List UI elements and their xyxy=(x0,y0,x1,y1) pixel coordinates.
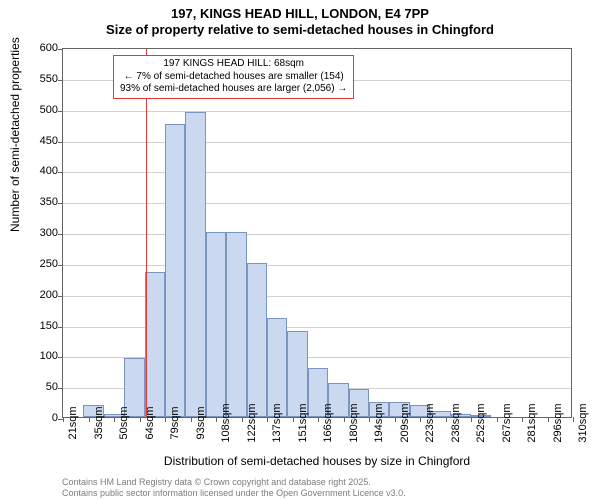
x-tick-mark xyxy=(165,417,166,422)
x-tick-label: 122sqm xyxy=(246,403,258,442)
y-tick-mark xyxy=(58,49,63,50)
histogram-bar xyxy=(267,318,287,417)
x-tick-mark xyxy=(344,417,345,422)
x-tick-mark xyxy=(420,417,421,422)
footer-line2: Contains public sector information licen… xyxy=(62,488,406,498)
grid-line xyxy=(63,142,571,143)
x-tick-label: 93sqm xyxy=(195,406,207,439)
chart-title-line1: 197, KINGS HEAD HILL, LONDON, E4 7PP xyxy=(0,6,600,22)
histogram-bar xyxy=(247,263,267,417)
y-tick-mark xyxy=(58,203,63,204)
y-tick-label: 50 xyxy=(18,381,58,393)
y-tick-mark xyxy=(58,111,63,112)
x-tick-label: 281sqm xyxy=(526,403,538,442)
grid-line xyxy=(63,265,571,266)
x-tick-mark xyxy=(497,417,498,422)
y-tick-mark xyxy=(58,142,63,143)
x-tick-label: 64sqm xyxy=(144,406,156,439)
plot-area: 197 KINGS HEAD HILL: 68sqm ← 7% of semi-… xyxy=(62,48,572,418)
x-tick-mark xyxy=(573,417,574,422)
chart-title-line2: Size of property relative to semi-detach… xyxy=(0,22,600,38)
histogram-bar xyxy=(145,272,165,417)
y-tick-mark xyxy=(58,357,63,358)
y-tick-label: 250 xyxy=(18,258,58,270)
x-tick-label: 296sqm xyxy=(552,403,564,442)
x-tick-mark xyxy=(191,417,192,422)
y-tick-label: 350 xyxy=(18,196,58,208)
x-tick-label: 310sqm xyxy=(577,403,589,442)
x-tick-label: 108sqm xyxy=(220,403,232,442)
y-tick-label: 550 xyxy=(18,73,58,85)
x-tick-label: 267sqm xyxy=(501,403,513,442)
y-tick-mark xyxy=(58,234,63,235)
grid-line xyxy=(63,327,571,328)
x-tick-label: 180sqm xyxy=(348,403,360,442)
grid-line xyxy=(63,203,571,204)
y-tick-mark xyxy=(58,265,63,266)
y-tick-label: 300 xyxy=(18,227,58,239)
x-tick-mark xyxy=(63,417,64,422)
x-tick-mark xyxy=(242,417,243,422)
y-tick-label: 150 xyxy=(18,320,58,332)
y-tick-label: 450 xyxy=(18,135,58,147)
x-tick-label: 50sqm xyxy=(118,406,130,439)
x-tick-label: 238sqm xyxy=(450,403,462,442)
y-tick-label: 600 xyxy=(18,42,58,54)
reference-line xyxy=(146,49,147,417)
y-tick-mark xyxy=(58,296,63,297)
annotation-line3: 93% of semi-detached houses are larger (… xyxy=(120,83,347,96)
x-axis-label: Distribution of semi-detached houses by … xyxy=(62,454,572,468)
y-tick-mark xyxy=(58,80,63,81)
x-tick-mark xyxy=(216,417,217,422)
x-tick-mark xyxy=(369,417,370,422)
x-tick-mark xyxy=(446,417,447,422)
x-tick-label: 151sqm xyxy=(297,403,309,442)
grid-line xyxy=(63,296,571,297)
annotation-line1: 197 KINGS HEAD HILL: 68sqm xyxy=(120,58,347,71)
x-tick-label: 79sqm xyxy=(169,406,181,439)
x-tick-mark xyxy=(114,417,115,422)
x-tick-label: 209sqm xyxy=(399,403,411,442)
x-tick-label: 137sqm xyxy=(271,403,283,442)
histogram-bar xyxy=(185,112,205,417)
histogram-bar xyxy=(226,232,246,417)
x-tick-mark xyxy=(140,417,141,422)
grid-line xyxy=(63,172,571,173)
x-tick-mark xyxy=(89,417,90,422)
x-tick-mark xyxy=(522,417,523,422)
grid-line xyxy=(63,111,571,112)
y-tick-label: 200 xyxy=(18,289,58,301)
y-tick-label: 0 xyxy=(18,412,58,424)
y-tick-label: 100 xyxy=(18,350,58,362)
y-tick-mark xyxy=(58,172,63,173)
chart-title-block: 197, KINGS HEAD HILL, LONDON, E4 7PP Siz… xyxy=(0,0,600,39)
y-tick-mark xyxy=(58,388,63,389)
x-tick-label: 194sqm xyxy=(373,403,385,442)
x-tick-mark xyxy=(267,417,268,422)
annotation-box: 197 KINGS HEAD HILL: 68sqm ← 7% of semi-… xyxy=(113,55,354,99)
x-tick-label: 252sqm xyxy=(475,403,487,442)
x-tick-label: 35sqm xyxy=(93,406,105,439)
annotation-line2: ← 7% of semi-detached houses are smaller… xyxy=(120,71,347,84)
y-tick-label: 400 xyxy=(18,165,58,177)
x-tick-label: 21sqm xyxy=(67,406,79,439)
footer: Contains HM Land Registry data © Crown c… xyxy=(62,477,406,498)
x-tick-label: 166sqm xyxy=(322,403,334,442)
grid-line xyxy=(63,234,571,235)
x-tick-mark xyxy=(471,417,472,422)
y-tick-mark xyxy=(58,327,63,328)
x-tick-mark xyxy=(395,417,396,422)
x-tick-mark xyxy=(548,417,549,422)
histogram-bar xyxy=(206,232,226,417)
histogram-bar xyxy=(165,124,185,417)
y-tick-label: 500 xyxy=(18,104,58,116)
x-tick-label: 223sqm xyxy=(424,403,436,442)
chart-container: 197, KINGS HEAD HILL, LONDON, E4 7PP Siz… xyxy=(0,0,600,500)
footer-line1: Contains HM Land Registry data © Crown c… xyxy=(62,477,406,487)
x-tick-mark xyxy=(318,417,319,422)
x-tick-mark xyxy=(293,417,294,422)
